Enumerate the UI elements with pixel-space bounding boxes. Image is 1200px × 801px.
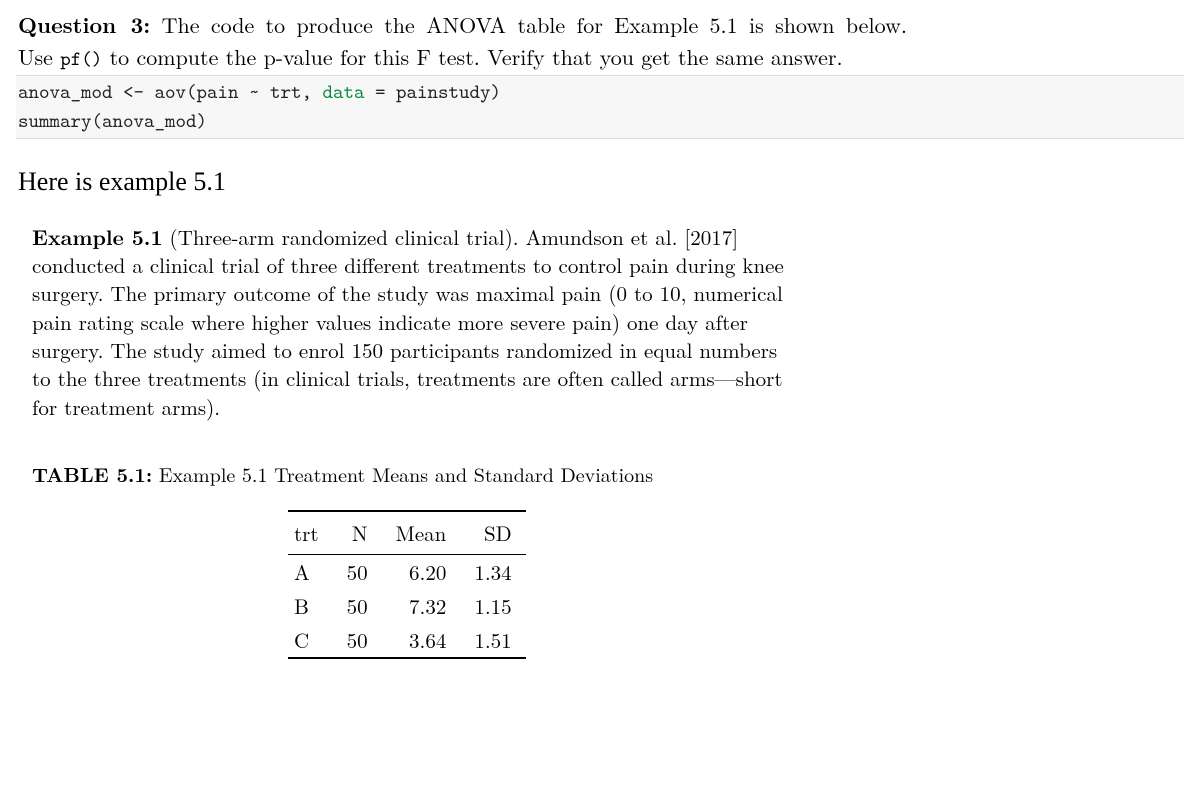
cell-sd: 1.15: [460, 589, 525, 623]
example-label: Example 5.1: [32, 222, 163, 252]
question-label: Question 3:: [18, 9, 150, 40]
question-line-1: Question 3: The code to produce the ANOV…: [18, 10, 1182, 40]
code-l2: summary(anova_mod): [18, 108, 207, 134]
table-caption: TABLE 5.1: Example 5.1 Treatment Means a…: [32, 459, 1182, 488]
table-caption-label: TABLE 5.1:: [32, 459, 152, 488]
example-body: conducted a clinical trial of three diff…: [32, 250, 784, 422]
table-caption-rest: Example 5.1 Treatment Means and Standard…: [152, 459, 653, 488]
th-trt: trt: [288, 511, 333, 555]
question-line-2: Use pf() to compute the p-value for this…: [18, 42, 1182, 73]
table-row: C 50 3.64 1.51: [288, 623, 526, 658]
cell-n: 50: [333, 589, 382, 623]
question-line-2b: to compute the p-value for this F test. …: [102, 41, 842, 72]
question-line-1-text: The code to produce the ANOVA table for …: [162, 9, 907, 40]
cell-mean: 6.20: [382, 555, 461, 590]
table-row: A 50 6.20 1.34: [288, 555, 526, 590]
code-keyword-data: data: [323, 79, 365, 105]
example-title-rest: (Three-arm randomized clinical trial). A…: [163, 222, 739, 252]
table-header-row: trt N Mean SD: [288, 511, 526, 555]
code-l1a: anova_mod <- aov(pain ~ trt,: [18, 79, 323, 105]
cell-mean: 7.32: [382, 589, 461, 623]
cell-sd: 1.51: [460, 623, 525, 658]
th-sd: SD: [460, 511, 525, 555]
here-is-example: Here is example 5.1: [18, 167, 1182, 197]
example-5-1: Example 5.1 (Three-arm randomized clinic…: [32, 223, 792, 421]
pf-inline-code: pf(): [60, 46, 102, 72]
treatment-means-table: trt N Mean SD A 50 6.20 1.34 B 50 7.32 1…: [288, 510, 526, 659]
th-mean: Mean: [382, 511, 461, 555]
cell-trt: A: [288, 555, 333, 590]
code-block: anova_mod <- aov(pain ~ trt, data = pain…: [16, 75, 1184, 139]
cell-n: 50: [333, 623, 382, 658]
question-line-2a: Use: [18, 41, 60, 72]
cell-trt: B: [288, 589, 333, 623]
th-n: N: [333, 511, 382, 555]
cell-sd: 1.34: [460, 555, 525, 590]
cell-mean: 3.64: [382, 623, 461, 658]
cell-trt: C: [288, 623, 333, 658]
page: Question 3: The code to produce the ANOV…: [0, 0, 1200, 801]
cell-n: 50: [333, 555, 382, 590]
code-l1b: = painstudy): [365, 79, 502, 105]
table-row: B 50 7.32 1.15: [288, 589, 526, 623]
